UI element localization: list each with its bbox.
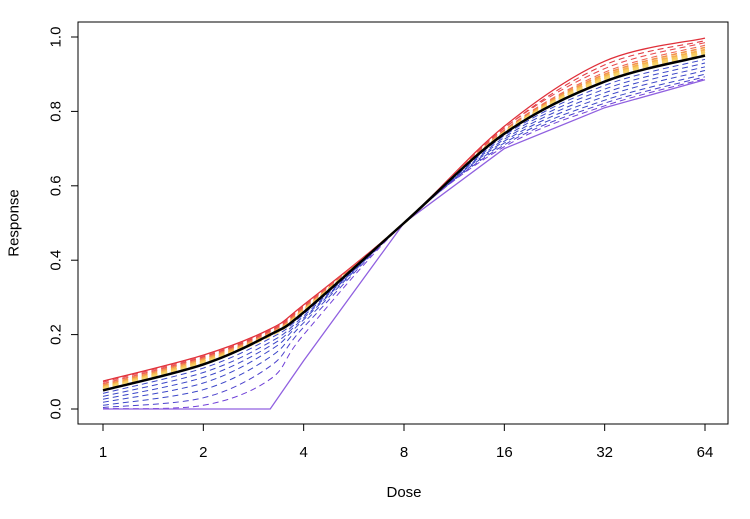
x-tick-label: 1 <box>99 444 107 461</box>
x-tick-label: 64 <box>697 444 714 461</box>
series-line-orange-1 <box>102 46 706 386</box>
x-tick-label: 32 <box>596 444 613 461</box>
x-tick-label: 16 <box>496 444 513 461</box>
series-line-purple-dashed <box>102 78 706 410</box>
y-axis: 0.0 0.2 0.4 0.6 0.8 1.0 <box>48 27 79 420</box>
x-axis: 1 2 4 8 16 32 64 <box>99 423 714 461</box>
series-line-blue-3 <box>102 66 706 400</box>
series-line-blue-2 <box>102 62 706 397</box>
series-line-red-2 <box>102 44 706 385</box>
x-axis-title: Dose <box>386 484 421 501</box>
series-line-reference <box>102 54 706 392</box>
y-tick-label: 0.6 <box>48 175 65 196</box>
y-tick-label: 0.8 <box>48 101 65 122</box>
series-line-red-steep-2 <box>102 40 706 385</box>
y-axis-title: Response <box>6 189 23 257</box>
series-line-blue-1 <box>102 58 706 394</box>
y-tick-label: 0.4 <box>48 250 65 271</box>
series-line-yellow-2 <box>102 52 706 391</box>
series-line-orange-2 <box>102 48 706 388</box>
y-tick-label: 1.0 <box>48 27 65 48</box>
curves-layer <box>102 37 706 410</box>
series-line-blue-5 <box>102 73 706 406</box>
x-tick-label: 2 <box>199 444 207 461</box>
y-tick-label: 0.0 <box>48 399 65 420</box>
series-line-purple-solid <box>103 79 706 410</box>
x-tick-label: 4 <box>299 444 307 461</box>
series-line-blue-4 <box>102 70 706 403</box>
series-line-blue-6 <box>102 76 706 408</box>
x-tick-label: 8 <box>400 444 408 461</box>
y-tick-label: 0.2 <box>48 324 65 345</box>
